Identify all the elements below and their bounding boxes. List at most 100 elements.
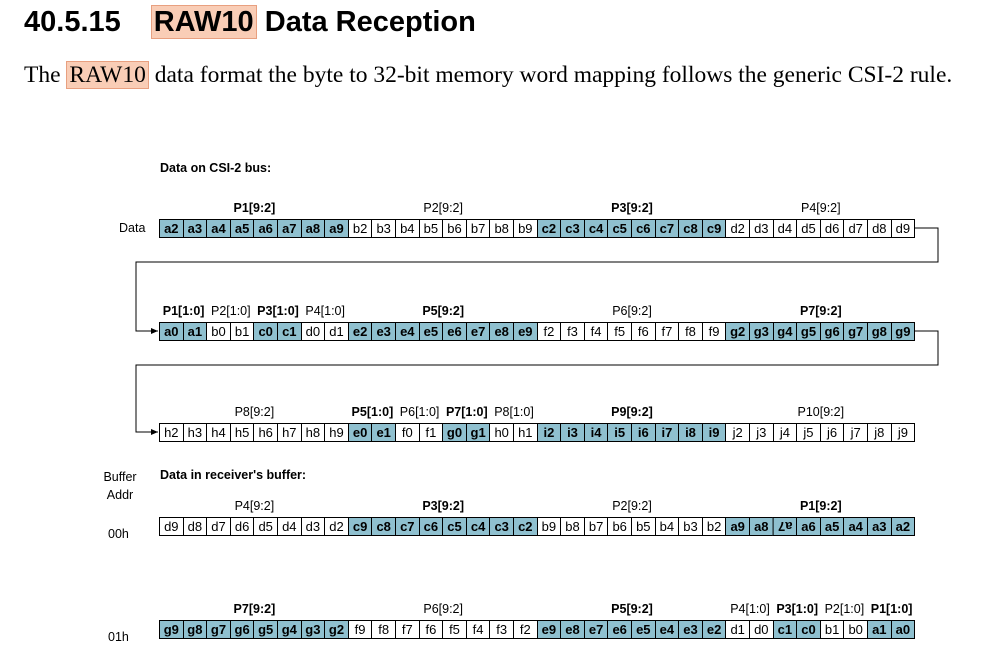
bit-cell: c3 (560, 219, 585, 238)
bit-cell: b2 (701, 517, 727, 536)
group-label: P8[1:0] (494, 405, 534, 419)
group-label: P4[1:0] (305, 304, 345, 318)
bit-cell: f3 (560, 322, 585, 341)
group-label: P1[1:0] (870, 602, 913, 616)
bit-cell: g8 (182, 620, 208, 639)
bit-cell: b4 (654, 517, 680, 536)
highlight: RAW10 (150, 5, 257, 39)
group-label: P9[9:2] (611, 405, 653, 419)
bit-cell: b2 (347, 219, 373, 238)
bit-cell: d2 (324, 517, 349, 536)
bit-cell: b3 (678, 517, 703, 536)
bit-cell: a9 (725, 517, 750, 536)
bit-cell: d7 (206, 517, 231, 536)
group-label: P7[9:2] (799, 304, 842, 318)
bit-cell: e8 (489, 322, 514, 341)
bit-cell: c8 (371, 517, 396, 536)
bit-cell: e3 (371, 322, 396, 341)
group-label: P2[1:0] (210, 304, 251, 318)
bit-cell: a3 (182, 219, 208, 238)
bit-cell: g6 (819, 322, 845, 341)
bit-cell: f8 (678, 322, 703, 341)
bit-cell: b4 (395, 219, 420, 238)
group-label: P2[9:2] (612, 499, 652, 513)
group-label: P4[9:2] (234, 499, 275, 513)
bit-cell: g8 (867, 322, 892, 341)
bit-cell: h9 (324, 423, 349, 442)
bit-cell: a0 (890, 620, 916, 639)
bus-title: Data on CSI-2 bus: (160, 161, 272, 175)
bit-cell: a0 (159, 322, 184, 341)
bit-cell: b1 (229, 322, 255, 341)
bit-cell: i3 (560, 423, 585, 442)
bit-cell: g2 (725, 322, 750, 341)
bit-cell: h4 (206, 423, 231, 442)
row-label: 01h (108, 630, 129, 644)
group-label: P6[9:2] (423, 602, 463, 616)
bit-cell: c2 (536, 219, 562, 238)
group-label: P5[9:2] (422, 304, 465, 318)
bit-cell: d0 (749, 620, 774, 639)
group-label: P1[9:2] (233, 201, 276, 215)
bit-cell: h2 (159, 423, 184, 442)
bit-cell: g5 (253, 620, 278, 639)
bit-cell: g9 (890, 322, 916, 341)
bit-cell: f7 (395, 620, 420, 639)
bit-cell: g3 (749, 322, 774, 341)
bit-cell: g9 (159, 620, 184, 639)
bit-cell: h8 (300, 423, 326, 442)
row-label: 00h (108, 527, 129, 541)
bit-cell: f2 (536, 322, 562, 341)
bit-cell: d9 (890, 219, 916, 238)
bit-cell: c7 (395, 517, 420, 536)
bit-cell: e3 (678, 620, 703, 639)
buffer-addr-label: Buffer Addr (103, 470, 137, 502)
bit-cell: b0 (843, 620, 868, 639)
bit-cell: b6 (442, 219, 467, 238)
bit-cell: a5 (819, 517, 845, 536)
bit-cell: g4 (277, 620, 302, 639)
bit-cell: f4 (583, 322, 609, 341)
bit-cell: a6 (796, 517, 821, 536)
group-label: P4[1:0] (730, 602, 770, 616)
bit-cell: a8 (749, 517, 774, 536)
bit-cell: d1 (725, 620, 750, 639)
bit-cell: f9 (347, 620, 373, 639)
bit-cell: j2 (725, 423, 750, 442)
group-label: P1[9:2] (799, 499, 842, 513)
bit-cell: e2 (347, 322, 373, 341)
bit-cell: d3 (749, 219, 774, 238)
bit-cell: d5 (253, 517, 278, 536)
bit-cell: c0 (253, 322, 278, 341)
bit-cell: a6 (253, 219, 278, 238)
bit-cell: e8 (560, 620, 585, 639)
bit-cell: b8 (489, 219, 514, 238)
group-label: P10[9:2] (797, 405, 845, 419)
bit-cell: e2 (701, 620, 727, 639)
bit-cell: g7 (843, 322, 868, 341)
bit-cell: j5 (796, 423, 821, 442)
bit-cell: d5 (796, 219, 821, 238)
bit-cell: c7 (654, 219, 680, 238)
bit-cell: h0 (489, 423, 514, 442)
bit-cell: c5 (442, 517, 467, 536)
bit-cell: a7 (772, 517, 798, 536)
bit-cell: d4 (277, 517, 302, 536)
bit-cell: d6 (819, 219, 845, 238)
bit-cell: e6 (442, 322, 467, 341)
bit-cell: d3 (300, 517, 326, 536)
group-label: P8[9:2] (234, 405, 275, 419)
bit-cell: e4 (395, 322, 420, 341)
group-label: P6[9:2] (612, 304, 652, 318)
bit-cell: e6 (607, 620, 632, 639)
heading: 40.5.15 RAW10 Data Reception (24, 5, 476, 39)
bit-cell: c8 (678, 219, 703, 238)
highlight: RAW10 (66, 61, 149, 89)
bit-cell: e0 (347, 423, 373, 442)
bit-cell: a5 (229, 219, 255, 238)
bit-cell: g4 (772, 322, 798, 341)
bit-cell: f5 (607, 322, 632, 341)
bit-cell: d8 (182, 517, 208, 536)
bit-cell: a9 (324, 219, 349, 238)
bit-cell: h6 (253, 423, 278, 442)
